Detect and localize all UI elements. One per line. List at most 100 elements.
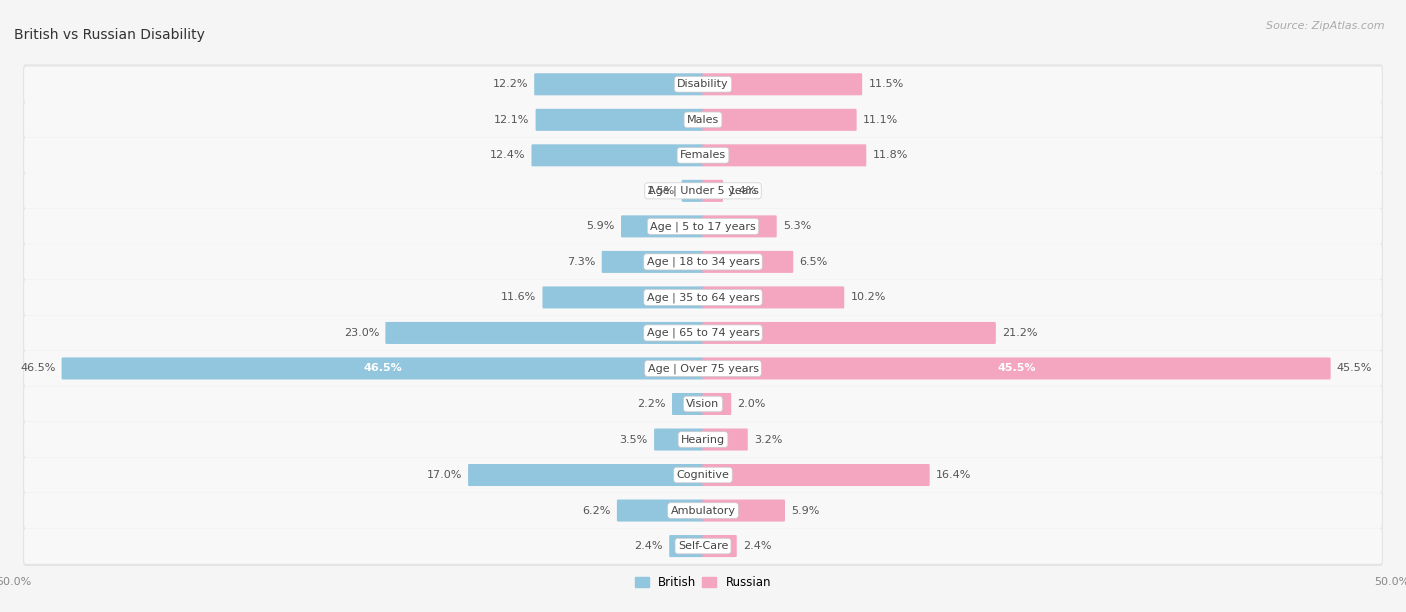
- Text: 45.5%: 45.5%: [1337, 364, 1372, 373]
- Text: Age | 35 to 64 years: Age | 35 to 64 years: [647, 292, 759, 303]
- FancyBboxPatch shape: [468, 464, 703, 486]
- Text: Cognitive: Cognitive: [676, 470, 730, 480]
- FancyBboxPatch shape: [24, 138, 1382, 173]
- Text: 2.4%: 2.4%: [634, 541, 664, 551]
- FancyBboxPatch shape: [617, 499, 703, 521]
- Text: Ambulatory: Ambulatory: [671, 506, 735, 515]
- Text: Hearing: Hearing: [681, 435, 725, 444]
- FancyBboxPatch shape: [531, 144, 703, 166]
- FancyBboxPatch shape: [24, 315, 1382, 351]
- Text: Age | 5 to 17 years: Age | 5 to 17 years: [650, 221, 756, 231]
- FancyBboxPatch shape: [22, 384, 1384, 424]
- FancyBboxPatch shape: [703, 144, 866, 166]
- FancyBboxPatch shape: [22, 420, 1384, 460]
- Text: 11.1%: 11.1%: [863, 115, 898, 125]
- FancyBboxPatch shape: [22, 491, 1384, 531]
- Text: Vision: Vision: [686, 399, 720, 409]
- FancyBboxPatch shape: [24, 67, 1382, 102]
- FancyBboxPatch shape: [703, 499, 785, 521]
- Text: 2.0%: 2.0%: [738, 399, 766, 409]
- Text: Disability: Disability: [678, 80, 728, 89]
- FancyBboxPatch shape: [24, 351, 1382, 386]
- FancyBboxPatch shape: [22, 100, 1384, 140]
- Text: 6.2%: 6.2%: [582, 506, 610, 515]
- Text: Age | 18 to 34 years: Age | 18 to 34 years: [647, 256, 759, 267]
- Text: Self-Care: Self-Care: [678, 541, 728, 551]
- FancyBboxPatch shape: [385, 322, 703, 344]
- FancyBboxPatch shape: [22, 206, 1384, 246]
- Text: 6.5%: 6.5%: [800, 257, 828, 267]
- FancyBboxPatch shape: [703, 535, 737, 557]
- Text: 23.0%: 23.0%: [344, 328, 380, 338]
- FancyBboxPatch shape: [703, 393, 731, 415]
- FancyBboxPatch shape: [24, 102, 1382, 138]
- Text: 11.5%: 11.5%: [869, 80, 904, 89]
- Text: 5.3%: 5.3%: [783, 222, 811, 231]
- FancyBboxPatch shape: [536, 109, 703, 131]
- FancyBboxPatch shape: [62, 357, 703, 379]
- FancyBboxPatch shape: [22, 277, 1384, 317]
- FancyBboxPatch shape: [703, 322, 995, 344]
- FancyBboxPatch shape: [22, 135, 1384, 175]
- FancyBboxPatch shape: [534, 73, 703, 95]
- FancyBboxPatch shape: [24, 173, 1382, 209]
- FancyBboxPatch shape: [22, 313, 1384, 353]
- Text: 11.8%: 11.8%: [873, 151, 908, 160]
- FancyBboxPatch shape: [24, 493, 1382, 528]
- Text: 5.9%: 5.9%: [586, 222, 614, 231]
- Text: 46.5%: 46.5%: [20, 364, 55, 373]
- Text: Age | Under 5 years: Age | Under 5 years: [648, 185, 758, 196]
- Text: Age | Over 75 years: Age | Over 75 years: [648, 363, 758, 374]
- FancyBboxPatch shape: [703, 357, 1330, 379]
- Text: 11.6%: 11.6%: [501, 293, 536, 302]
- Text: 12.2%: 12.2%: [492, 80, 529, 89]
- Text: British vs Russian Disability: British vs Russian Disability: [14, 28, 205, 42]
- FancyBboxPatch shape: [602, 251, 703, 273]
- FancyBboxPatch shape: [22, 526, 1384, 566]
- FancyBboxPatch shape: [24, 457, 1382, 493]
- Text: 3.2%: 3.2%: [754, 435, 782, 444]
- Text: 2.4%: 2.4%: [742, 541, 772, 551]
- FancyBboxPatch shape: [543, 286, 703, 308]
- FancyBboxPatch shape: [22, 64, 1384, 104]
- FancyBboxPatch shape: [669, 535, 703, 557]
- Text: 1.4%: 1.4%: [730, 186, 758, 196]
- Text: 21.2%: 21.2%: [1002, 328, 1038, 338]
- FancyBboxPatch shape: [703, 73, 862, 95]
- FancyBboxPatch shape: [621, 215, 703, 237]
- Text: Age | 65 to 74 years: Age | 65 to 74 years: [647, 327, 759, 338]
- FancyBboxPatch shape: [24, 244, 1382, 280]
- Text: 17.0%: 17.0%: [426, 470, 461, 480]
- FancyBboxPatch shape: [703, 109, 856, 131]
- Legend: British, Russian: British, Russian: [630, 571, 776, 594]
- Text: 16.4%: 16.4%: [936, 470, 972, 480]
- FancyBboxPatch shape: [672, 393, 703, 415]
- Text: 46.5%: 46.5%: [363, 364, 402, 373]
- FancyBboxPatch shape: [682, 180, 703, 202]
- FancyBboxPatch shape: [703, 215, 776, 237]
- Text: 45.5%: 45.5%: [997, 364, 1036, 373]
- Text: 12.4%: 12.4%: [489, 151, 526, 160]
- Text: 3.5%: 3.5%: [620, 435, 648, 444]
- FancyBboxPatch shape: [24, 280, 1382, 315]
- FancyBboxPatch shape: [24, 422, 1382, 457]
- Text: 7.3%: 7.3%: [567, 257, 596, 267]
- Text: 2.2%: 2.2%: [637, 399, 666, 409]
- FancyBboxPatch shape: [24, 386, 1382, 422]
- FancyBboxPatch shape: [22, 242, 1384, 282]
- Text: 1.5%: 1.5%: [647, 186, 675, 196]
- FancyBboxPatch shape: [22, 349, 1384, 389]
- FancyBboxPatch shape: [703, 428, 748, 450]
- FancyBboxPatch shape: [22, 171, 1384, 211]
- Text: Females: Females: [681, 151, 725, 160]
- FancyBboxPatch shape: [703, 286, 844, 308]
- Text: Source: ZipAtlas.com: Source: ZipAtlas.com: [1267, 21, 1385, 31]
- FancyBboxPatch shape: [703, 180, 723, 202]
- FancyBboxPatch shape: [22, 455, 1384, 495]
- FancyBboxPatch shape: [24, 209, 1382, 244]
- Text: 10.2%: 10.2%: [851, 293, 886, 302]
- Text: 12.1%: 12.1%: [494, 115, 530, 125]
- FancyBboxPatch shape: [654, 428, 703, 450]
- FancyBboxPatch shape: [24, 528, 1382, 564]
- FancyBboxPatch shape: [703, 464, 929, 486]
